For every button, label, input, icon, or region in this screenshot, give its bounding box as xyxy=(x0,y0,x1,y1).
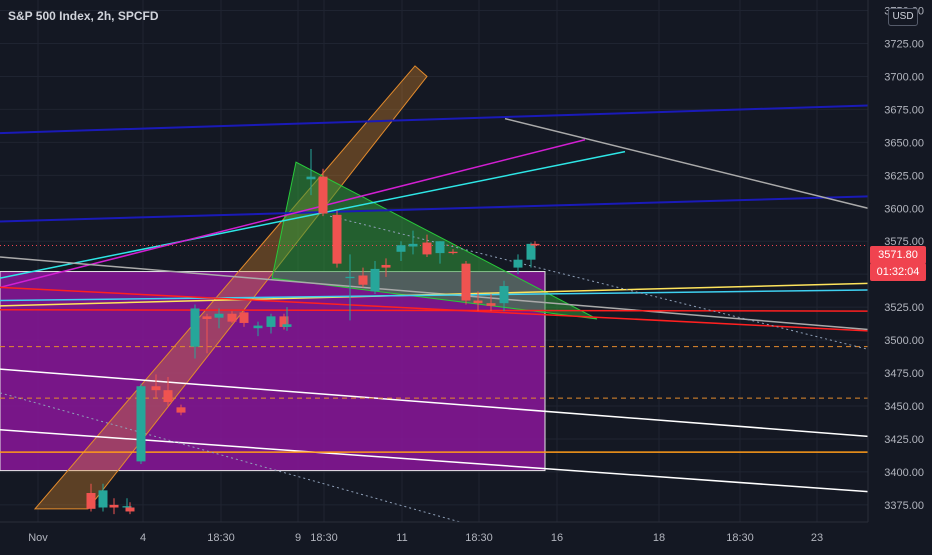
y-tick-label: 3500.00 xyxy=(884,335,924,347)
candle-body-bearish xyxy=(461,263,471,301)
candle-body-bearish xyxy=(318,176,328,214)
y-tick-label: 3600.00 xyxy=(884,203,924,215)
y-tick-label: 3675.00 xyxy=(884,104,924,116)
x-tick-label: 18:30 xyxy=(207,532,235,544)
candle-body-bearish xyxy=(151,386,161,391)
y-tick-label: 3475.00 xyxy=(884,368,924,380)
trend-line-white xyxy=(0,368,869,438)
x-tick-label: 4 xyxy=(140,532,146,544)
candle-body-bearish xyxy=(422,242,432,255)
y-tick-label: 3525.00 xyxy=(884,302,924,314)
x-tick-label: 18:30 xyxy=(310,532,338,544)
candle-body-bearish xyxy=(530,243,540,246)
y-tick-label: 3375.00 xyxy=(884,500,924,512)
candle-body-bearish xyxy=(109,504,119,508)
candle-body-bullish xyxy=(345,276,355,279)
candle-body-bearish xyxy=(239,312,249,323)
candle-body-bullish xyxy=(266,316,276,327)
symbol-title[interactable]: S&P 500 Index, 2h, SPCFD xyxy=(8,9,159,23)
candle-body-bullish xyxy=(136,386,146,462)
currency-button[interactable]: USD xyxy=(888,8,918,26)
candle-body-bullish xyxy=(253,325,263,329)
candle-body-bullish xyxy=(282,324,292,327)
candle-body-bullish xyxy=(98,490,108,508)
trend-line-red xyxy=(0,286,869,332)
y-tick-label: 3700.00 xyxy=(884,71,924,83)
trend-line-dotted xyxy=(329,215,869,350)
candle-body-bullish xyxy=(396,245,406,252)
trend-line-gray xyxy=(504,117,869,210)
x-tick-label: 23 xyxy=(811,532,823,544)
x-tick-label: 18 xyxy=(653,532,665,544)
candle-body-bearish xyxy=(176,407,186,413)
candle-body-bearish xyxy=(332,214,342,264)
candle-body-bullish xyxy=(435,241,445,254)
y-tick-label: 3625.00 xyxy=(884,170,924,182)
y-tick-label: 3575.00 xyxy=(884,236,924,248)
candle-body-bearish xyxy=(473,300,483,304)
candle-body-bearish xyxy=(125,507,135,512)
candle-body-bearish xyxy=(448,251,458,254)
candle-body-bullish xyxy=(190,308,200,347)
trend-line-red xyxy=(0,309,869,312)
drawings-layer xyxy=(0,65,869,523)
trend-line-lightblue xyxy=(0,289,869,302)
candle-body-bullish xyxy=(408,243,418,247)
candle-body-bullish xyxy=(513,259,523,268)
candle-body-bullish xyxy=(499,286,509,304)
y-tick-label: 3400.00 xyxy=(884,467,924,479)
x-tick-label: Nov xyxy=(28,532,48,544)
y-tick-label: 3725.00 xyxy=(884,39,924,51)
trend-line-magenta xyxy=(0,139,586,289)
y-tick-label: 3425.00 xyxy=(884,434,924,446)
candle-body-bearish xyxy=(486,303,496,306)
candle-body-bullish xyxy=(370,268,380,292)
x-tick-label: 18:30 xyxy=(726,532,754,544)
candle-body-bearish xyxy=(227,313,237,322)
candle-body-bullish xyxy=(526,243,536,260)
bar-countdown-label: 01:32:04 xyxy=(870,263,926,281)
candle-body-bearish xyxy=(381,264,391,268)
trend-line-blue xyxy=(0,104,869,135)
y-tick-label: 3650.00 xyxy=(884,137,924,149)
x-tick-label: 16 xyxy=(551,532,563,544)
last-price-label: 3571.80 xyxy=(870,246,926,264)
candle-body-bearish xyxy=(163,390,173,403)
x-tick-label: 9 xyxy=(295,532,301,544)
trend-line-blue xyxy=(0,195,869,223)
candle-body-bearish xyxy=(279,316,289,327)
x-tick-label: 18:30 xyxy=(465,532,493,544)
candle-body-bearish xyxy=(202,316,212,319)
price-range-box xyxy=(0,271,546,472)
y-tick-label: 3450.00 xyxy=(884,401,924,413)
candles-layer xyxy=(86,148,540,515)
candle-body-bullish xyxy=(214,313,224,318)
x-tick-label: 11 xyxy=(396,532,407,544)
trend-line-gray xyxy=(0,256,869,331)
candle-body-bullish xyxy=(122,506,132,508)
trend-line-cyan xyxy=(0,150,626,279)
candle-body-bearish xyxy=(86,493,96,509)
candle-body-bearish xyxy=(358,275,368,285)
candle-body-bullish xyxy=(306,176,316,180)
